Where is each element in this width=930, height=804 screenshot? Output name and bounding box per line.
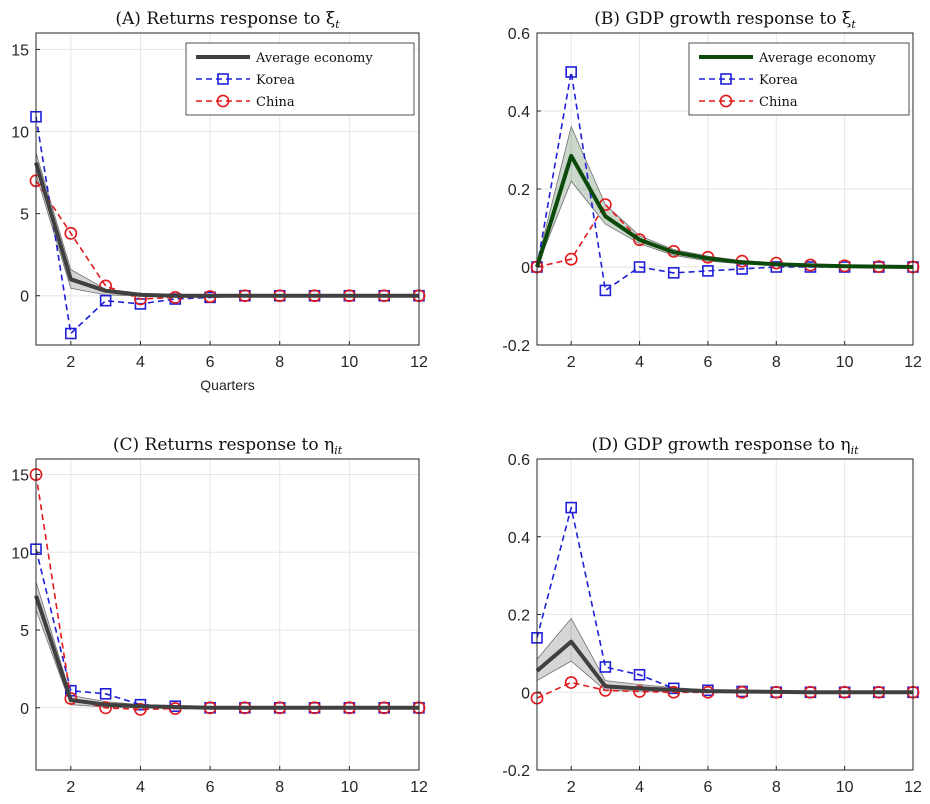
x-tick-label: 10 [340, 779, 358, 796]
x-tick-label: 8 [772, 354, 781, 371]
data-point-china [64, 692, 78, 705]
x-axis-label: Quarters [200, 377, 254, 393]
legend-label-average-economy: Average economy [255, 51, 373, 66]
data-point-korea [667, 267, 680, 279]
y-tick-label: 0 [521, 260, 530, 277]
x-tick-label: 8 [275, 354, 284, 371]
series-line-average-economy [535, 153, 914, 269]
y-tick-label: 10 [11, 125, 29, 142]
x-tick-label: 4 [635, 779, 644, 796]
series-line-average-economy [535, 639, 913, 695]
chart-panel-2: 2 4 6 8 10 12 -0.2 0 0.2 0.4 0.6 (B) GDP growth res… [502, 9, 922, 371]
data-point-korea [599, 661, 612, 673]
y-tick-label: 5 [20, 623, 29, 640]
data-point-korea [565, 66, 577, 78]
legend-label-average-economy: Average economy [758, 51, 876, 66]
legend-marker-korea [217, 73, 229, 85]
legend-marker-china [216, 94, 230, 108]
legend-label-korea: Korea [256, 73, 295, 88]
y-tick-label: -0.2 [502, 338, 530, 355]
chart-panel-4: 2 4 6 8 10 12 -0.2 0 0.2 0.4 0.6 (D) GDP growth res… [502, 435, 922, 796]
x-tick-label: 8 [275, 779, 284, 796]
x-tick-label: 4 [136, 779, 145, 796]
x-tick-label: 10 [836, 779, 854, 796]
x-tick-label: 10 [340, 354, 358, 371]
legend-marker-korea [720, 73, 732, 85]
y-tick-label: 0.4 [508, 104, 530, 121]
x-tick-label: 6 [206, 779, 215, 796]
y-tick-label: 0 [20, 701, 29, 718]
legend-label-china: China [256, 95, 295, 110]
y-tick-label: 10 [11, 545, 29, 562]
x-tick-label: 4 [635, 354, 644, 371]
chart-title: (C) Returns response to ηit [113, 435, 343, 457]
plot-area [36, 459, 419, 770]
series-line-average-economy [34, 595, 419, 710]
x-tick-label: 6 [703, 354, 712, 371]
y-tick-label: 0 [20, 289, 29, 306]
legend-label-china: China [759, 95, 798, 110]
legend-marker-china [719, 94, 733, 108]
data-point-china [564, 676, 578, 689]
y-tick-label: 15 [11, 42, 29, 59]
x-tick-label: 10 [836, 354, 854, 371]
legend-label-korea: Korea [759, 73, 798, 88]
legend: Average economy Korea China [688, 42, 910, 116]
x-tick-label: 12 [410, 779, 428, 796]
data-point-china [134, 702, 147, 716]
y-tick-label: 15 [11, 468, 29, 485]
y-tick-label: 0.2 [508, 608, 530, 625]
y-tick-label: 0.4 [508, 530, 530, 547]
data-point-china [564, 252, 578, 266]
legend: Average economy Korea China [185, 42, 415, 116]
data-point-china [64, 226, 78, 240]
y-tick-label: 0.6 [508, 26, 530, 43]
chart-panel-3: 2 4 6 8 10 12 0 5 10 15 (C) Returns response to ηi… [11, 435, 428, 796]
y-tick-label: 5 [20, 207, 29, 224]
data-point-china [667, 685, 681, 699]
x-tick-label: 12 [904, 354, 922, 371]
data-point-korea [99, 688, 112, 700]
chart-title: (B) GDP growth response to ξt [594, 9, 856, 31]
y-tick-label: 0.6 [508, 452, 530, 469]
y-tick-label: -0.2 [502, 763, 530, 780]
y-tick-label: 0.2 [508, 182, 530, 199]
chart-panel-1: 2 4 6 8 10 12 0 5 10 15 (A) Returns response to ξt… [11, 9, 428, 393]
x-tick-label: 4 [136, 354, 145, 371]
series-line-average-economy [34, 162, 419, 298]
x-tick-label: 6 [703, 779, 712, 796]
data-point-korea [702, 265, 714, 277]
x-tick-label: 12 [410, 354, 428, 371]
x-tick-label: 8 [772, 779, 781, 796]
x-tick-label: 2 [66, 354, 75, 371]
x-tick-label: 2 [567, 779, 576, 796]
x-tick-label: 2 [66, 779, 75, 796]
chart-title: (D) GDP growth response to ηit [591, 435, 859, 457]
data-point-korea [633, 668, 646, 681]
axes-box [35, 458, 420, 771]
data-point-china [633, 685, 646, 698]
data-point-korea [633, 261, 646, 273]
data-point-korea [99, 294, 112, 307]
axes-box [35, 32, 420, 346]
data-point-korea [65, 327, 77, 340]
x-tick-label: 2 [567, 354, 576, 371]
x-tick-label: 6 [206, 354, 215, 371]
data-point-china [99, 701, 113, 715]
data-point-korea [565, 501, 577, 514]
x-tick-label: 12 [904, 779, 922, 796]
data-point-korea [599, 284, 612, 297]
y-tick-label: 0 [521, 685, 530, 702]
chart-title: (A) Returns response to ξt [115, 9, 340, 31]
